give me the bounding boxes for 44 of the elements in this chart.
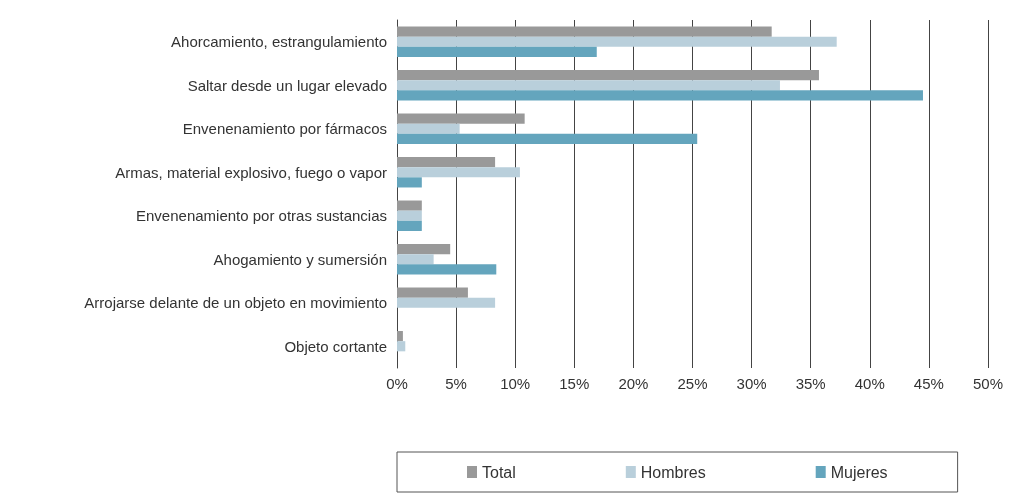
x-tick-label: 15% [559,375,590,392]
x-tick-label: 10% [500,375,531,392]
bar [397,123,460,134]
bar [397,297,496,308]
y-tick-label: Envenenamiento por fármacos [182,120,387,138]
y-tick-label: Ahogamiento y sumersión [213,250,387,268]
legend-label: Mujeres [830,463,888,481]
x-tick-label: 5% [445,375,467,392]
x-tick-label: 25% [677,375,708,392]
bar [397,220,422,231]
x-tick-label: 40% [854,375,885,392]
bar [397,341,406,352]
y-tick-label: Envenenamiento por otras sustancias [136,207,387,225]
bar [397,264,497,275]
x-tick-label: 50% [972,375,1003,392]
y-tick-label: Objeto cortante [284,337,387,355]
y-tick-label: Armas, material explosivo, fuego o vapor [115,163,387,181]
bar [397,90,923,101]
x-tick-label: 30% [736,375,767,392]
y-tick-label: Arrojarse delante de un objeto en movimiento [84,294,387,312]
bar [397,157,496,168]
bar [397,210,422,221]
y-tick-label: Ahorcamiento, estrangulamiento [171,33,387,51]
bar [397,113,525,124]
bar [397,177,422,188]
y-tick-label: Saltar desde un lugar elevado [187,76,387,94]
x-tick-label: 20% [618,375,649,392]
x-tick-label: 35% [795,375,826,392]
bar [397,46,597,57]
x-tick-label: 45% [913,375,944,392]
bar [397,254,434,265]
bar [397,331,403,342]
bar [397,200,422,211]
bar [397,133,698,144]
bar [397,26,772,37]
bar [397,70,819,81]
bar [397,80,780,91]
x-tick-label: 0% [386,375,408,392]
bar [397,244,451,255]
legend-label: Hombres [640,463,706,481]
bar [397,167,520,178]
bar [397,287,468,298]
bar [397,36,837,47]
legend-label: Total [482,463,516,481]
